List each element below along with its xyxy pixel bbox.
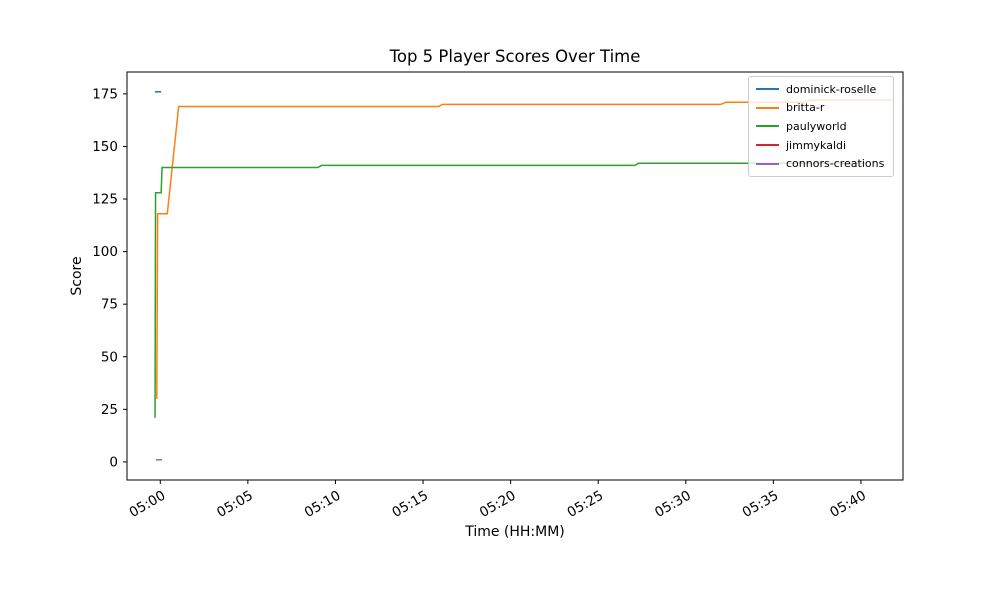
y-tick-label: 175 xyxy=(92,86,118,102)
legend-swatch-paulyworld xyxy=(756,125,779,128)
y-axis-label: Score xyxy=(69,256,85,295)
y-tick-label: 75 xyxy=(101,297,118,313)
x-axis-label: Time (HH:MM) xyxy=(464,524,565,540)
y-tick-label: 150 xyxy=(92,139,118,155)
legend-item-britta-r: britta-r xyxy=(756,99,885,118)
y-tick-label: 125 xyxy=(92,192,118,208)
legend-swatch-jimmykaldi xyxy=(756,144,779,147)
legend-swatch-connors-creations xyxy=(756,162,779,165)
series-line-paulyworld xyxy=(154,162,867,418)
legend-swatch-britta-r xyxy=(756,106,779,109)
y-tick-label: 100 xyxy=(92,244,118,260)
y-tick-label: 0 xyxy=(109,454,118,470)
legend: dominick-roselle britta-r paulyworld jimmyk… xyxy=(748,76,894,177)
axes-spines xyxy=(126,71,904,481)
legend-item-dominick-roselle: dominick-roselle xyxy=(756,80,885,99)
y-tick-label: 25 xyxy=(101,402,118,418)
legend-label: connors-creations xyxy=(786,157,885,171)
legend-item-connors-creations: connors-creations xyxy=(756,154,885,173)
legend-swatch-dominick-roselle xyxy=(756,88,779,91)
legend-label: jimmykaldi xyxy=(786,138,847,152)
legend-label: dominick-roselle xyxy=(786,82,877,96)
legend-item-paulyworld: paulyworld xyxy=(756,117,885,136)
y-tick-label: 50 xyxy=(101,349,118,365)
legend-item-jimmykaldi: jimmykaldi xyxy=(756,136,885,155)
legend-label: paulyworld xyxy=(786,119,847,133)
chart-title: Top 5 Player Scores Over Time xyxy=(389,47,641,66)
legend-label: britta-r xyxy=(786,101,825,115)
